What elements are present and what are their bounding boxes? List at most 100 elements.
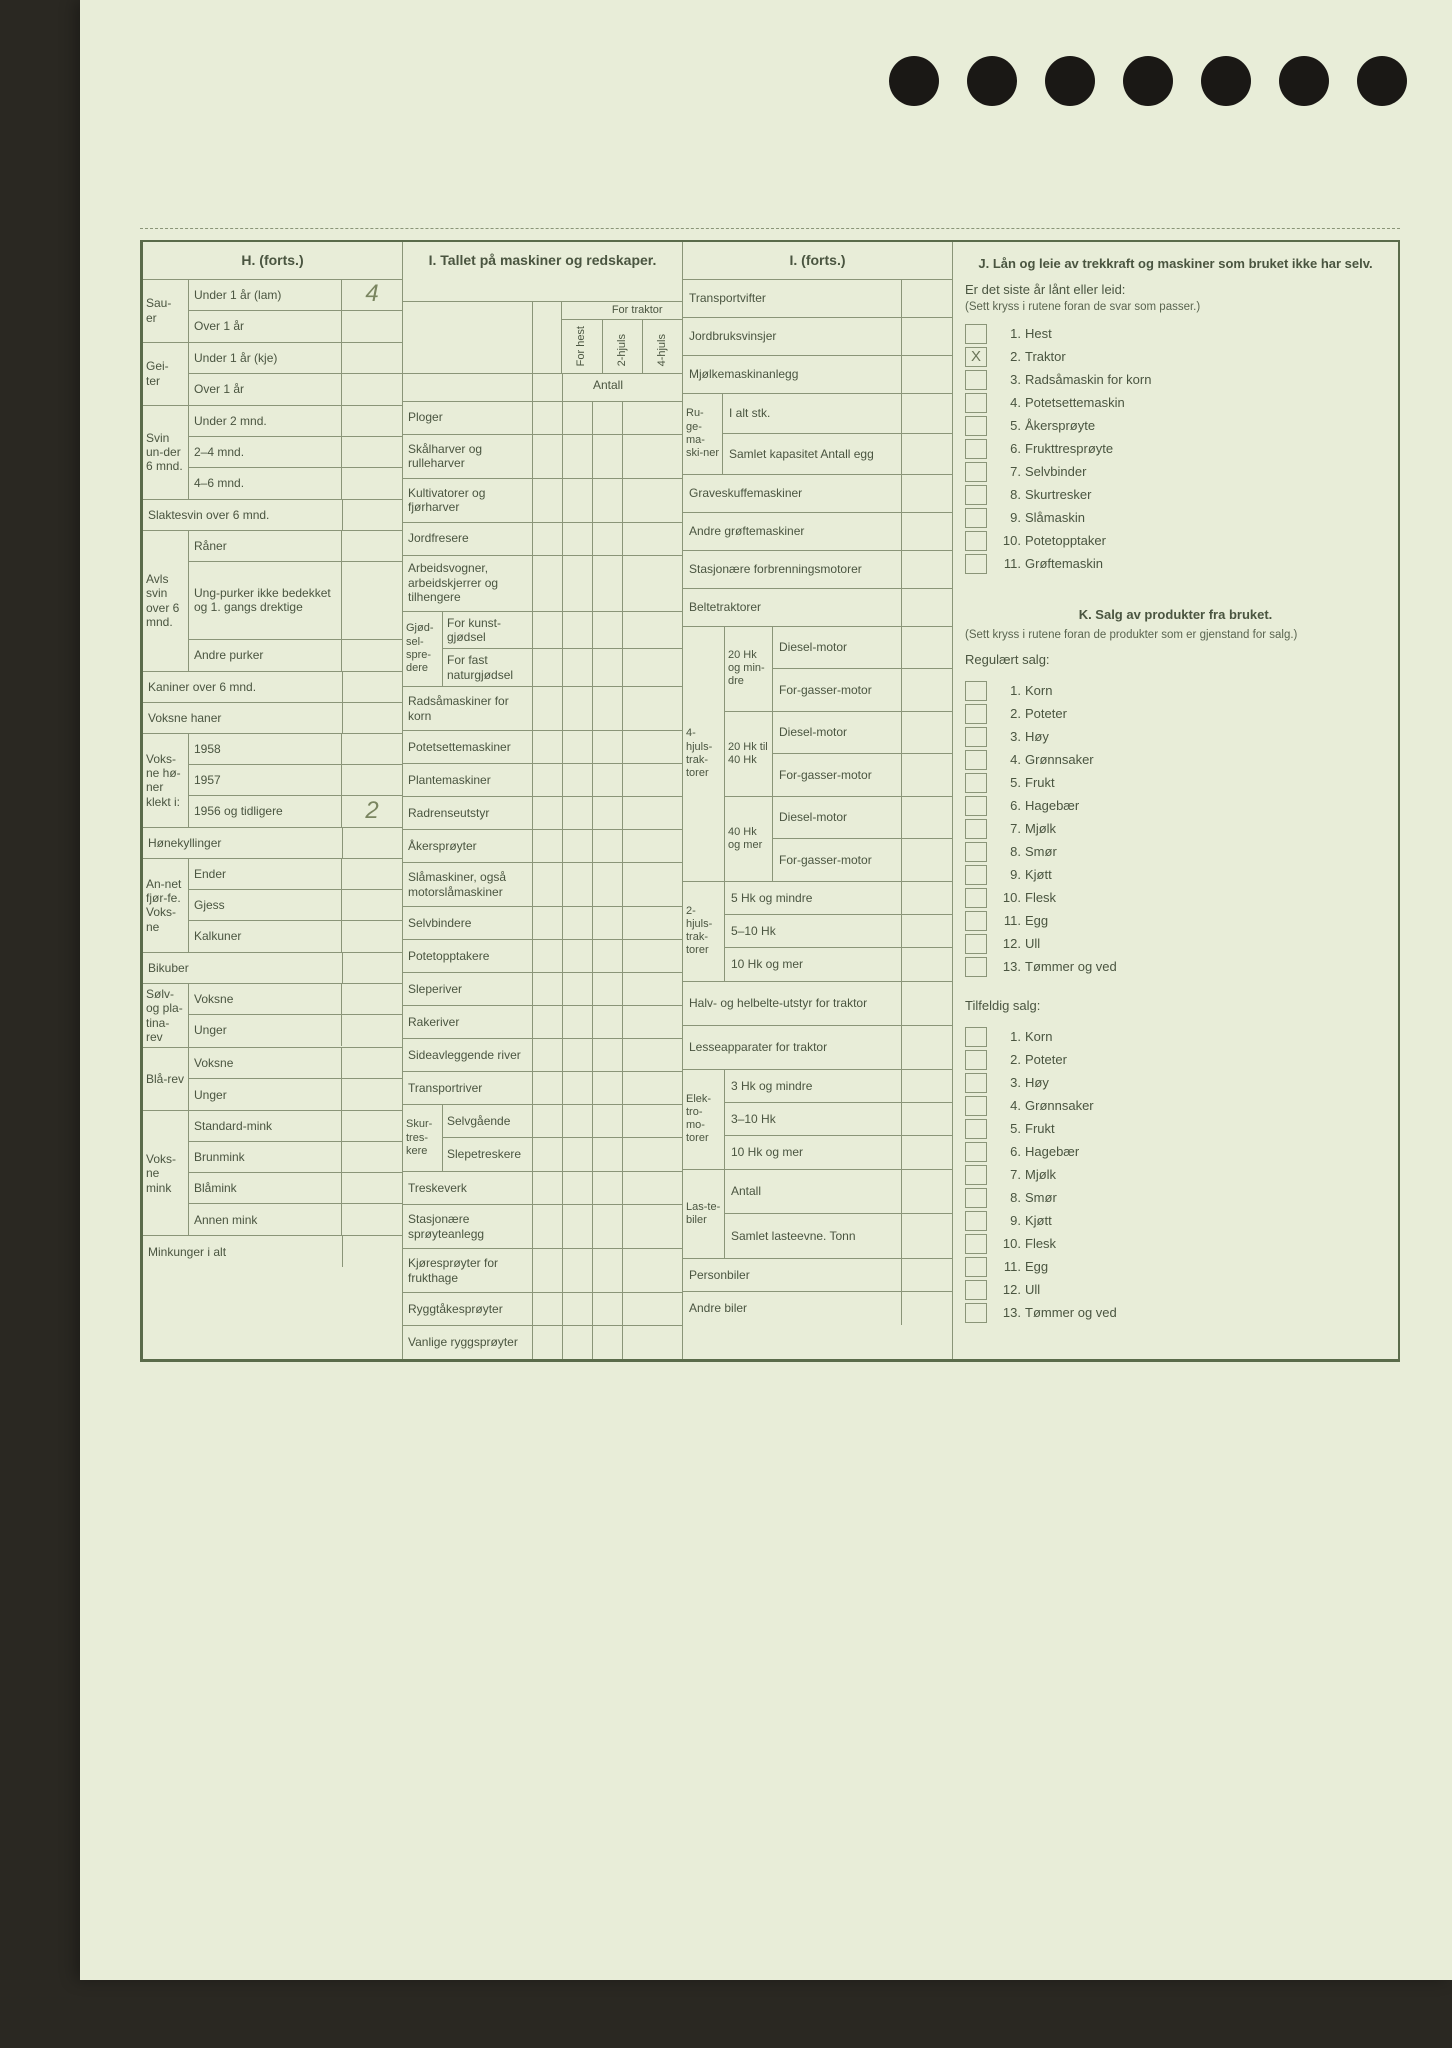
- checkbox[interactable]: [965, 681, 987, 701]
- j-item: 7. Selvbinder: [965, 462, 1386, 482]
- checkbox[interactable]: [965, 554, 987, 574]
- section-k-title: K. Salg av produkter fra bruket.: [965, 601, 1386, 629]
- checkbox[interactable]: [965, 1257, 987, 1277]
- col-2hjuls: 2-hjuls: [614, 330, 631, 370]
- checkbox[interactable]: [965, 324, 987, 344]
- col-4hjuls: 4-hjuls: [654, 330, 671, 370]
- k-item: 3. Høy: [965, 727, 1386, 747]
- section-h-title: H. (forts.): [143, 242, 402, 280]
- checkbox[interactable]: [965, 439, 987, 459]
- page: H. (forts.) Sau- erUnder 1 år (lam)4Over…: [80, 0, 1452, 1980]
- col-for-hest: For hest: [573, 322, 590, 370]
- checkbox[interactable]: [965, 842, 987, 862]
- k-item: 2. Poteter: [965, 704, 1386, 724]
- section-jk: J. Lån og leie av trekkraft og maskiner …: [953, 242, 1398, 1359]
- k-item: 12. Ull: [965, 934, 1386, 954]
- traktor-header: For traktor: [594, 304, 680, 317]
- checkbox[interactable]: [965, 1142, 987, 1162]
- checkbox[interactable]: [965, 888, 987, 908]
- k-tilf-label: Tilfeldig salg:: [965, 998, 1386, 1014]
- checkbox[interactable]: [965, 704, 987, 724]
- checkbox[interactable]: [965, 1303, 987, 1323]
- checkbox[interactable]: [965, 957, 987, 977]
- k-reg-label: Regulært salg:: [965, 652, 1386, 668]
- k-item: 4. Grønnsaker: [965, 750, 1386, 770]
- j-item: 9. Slåmaskin: [965, 508, 1386, 528]
- checkbox[interactable]: [965, 393, 987, 413]
- checkbox[interactable]: [965, 911, 987, 931]
- k-item: 12. Ull: [965, 1280, 1386, 1300]
- antall-label: Antall: [563, 374, 653, 401]
- k-item: 13. Tømmer og ved: [965, 957, 1386, 977]
- k-item: 8. Smør: [965, 842, 1386, 862]
- section-j-title: J. Lån og leie av trekkraft og maskiner …: [965, 250, 1386, 278]
- k-item: 13. Tømmer og ved: [965, 1303, 1386, 1323]
- form-grid: H. (forts.) Sau- erUnder 1 år (lam)4Over…: [140, 240, 1400, 1362]
- k-item: 6. Hagebær: [965, 796, 1386, 816]
- k-note: (Sett kryss i rutene foran de produkter …: [965, 629, 1386, 643]
- checkbox[interactable]: [965, 1280, 987, 1300]
- k-item: 1. Korn: [965, 681, 1386, 701]
- checkbox[interactable]: [965, 1211, 987, 1231]
- checkbox[interactable]: [965, 773, 987, 793]
- k-item: 11. Egg: [965, 1257, 1386, 1277]
- checkbox[interactable]: [965, 796, 987, 816]
- section-i-title: I. Tallet på maskiner og redskaper.: [403, 242, 682, 302]
- k-item: 1. Korn: [965, 1027, 1386, 1047]
- k-item: 4. Grønnsaker: [965, 1096, 1386, 1116]
- k-item: 8. Smør: [965, 1188, 1386, 1208]
- section-if-title: I. (forts.): [683, 242, 952, 280]
- checkbox[interactable]: [965, 1188, 987, 1208]
- k-item: 7. Mjølk: [965, 1165, 1386, 1185]
- section-i: I. Tallet på maskiner og redskaper. For …: [403, 242, 683, 1359]
- section-h: H. (forts.) Sau- erUnder 1 år (lam)4Over…: [143, 242, 403, 1359]
- checkbox[interactable]: [965, 1234, 987, 1254]
- j-question: Er det siste år lånt eller leid:: [965, 282, 1386, 298]
- k-item: 7. Mjølk: [965, 819, 1386, 839]
- top-rule: [140, 228, 1400, 229]
- k-occasional-list: 1. Korn 2. Poteter 3. Høy 4. Grønnsaker 5. F…: [965, 1024, 1386, 1326]
- checkbox[interactable]: X: [965, 347, 987, 367]
- j-item: 10. Potetopptaker: [965, 531, 1386, 551]
- checkbox[interactable]: [965, 1096, 987, 1116]
- checkbox[interactable]: [965, 1073, 987, 1093]
- checkbox[interactable]: [965, 1027, 987, 1047]
- j-item: 11. Grøftemaskin: [965, 554, 1386, 574]
- checkbox[interactable]: [965, 934, 987, 954]
- j-note: (Sett kryss i rutene foran de svar som p…: [965, 301, 1386, 315]
- k-item: 11. Egg: [965, 911, 1386, 931]
- j-list: 1. Hest X2. Traktor 3. Radsåmaskin for kor…: [965, 321, 1386, 577]
- j-item: 1. Hest: [965, 324, 1386, 344]
- j-item: 4. Potetsettemaskin: [965, 393, 1386, 413]
- k-regular-list: 1. Korn 2. Poteter 3. Høy 4. Grønnsaker 5. F…: [965, 678, 1386, 980]
- section-i-forts: I. (forts.) TransportvifterJordbruksvins…: [683, 242, 953, 1359]
- checkbox[interactable]: [965, 485, 987, 505]
- k-item: 5. Frukt: [965, 773, 1386, 793]
- checkbox[interactable]: [965, 727, 987, 747]
- checkbox[interactable]: [965, 750, 987, 770]
- checkbox[interactable]: [965, 416, 987, 436]
- j-item: 3. Radsåmaskin for korn: [965, 370, 1386, 390]
- k-item: 5. Frukt: [965, 1119, 1386, 1139]
- j-item: 6. Frukttresprøyte: [965, 439, 1386, 459]
- checkbox[interactable]: [965, 531, 987, 551]
- binder-holes: [889, 56, 1407, 106]
- checkbox[interactable]: [965, 819, 987, 839]
- j-item: 8. Skurtresker: [965, 485, 1386, 505]
- checkbox[interactable]: [965, 865, 987, 885]
- j-item: 5. Åkersprøyte: [965, 416, 1386, 436]
- checkbox[interactable]: [965, 1165, 987, 1185]
- checkbox[interactable]: [965, 508, 987, 528]
- k-item: 9. Kjøtt: [965, 1211, 1386, 1231]
- checkbox[interactable]: [965, 462, 987, 482]
- k-item: 6. Hagebær: [965, 1142, 1386, 1162]
- k-item: 2. Poteter: [965, 1050, 1386, 1070]
- k-item: 9. Kjøtt: [965, 865, 1386, 885]
- k-item: 10. Flesk: [965, 888, 1386, 908]
- k-item: 10. Flesk: [965, 1234, 1386, 1254]
- checkbox[interactable]: [965, 370, 987, 390]
- checkbox[interactable]: [965, 1050, 987, 1070]
- j-item: X2. Traktor: [965, 347, 1386, 367]
- checkbox[interactable]: [965, 1119, 987, 1139]
- k-item: 3. Høy: [965, 1073, 1386, 1093]
